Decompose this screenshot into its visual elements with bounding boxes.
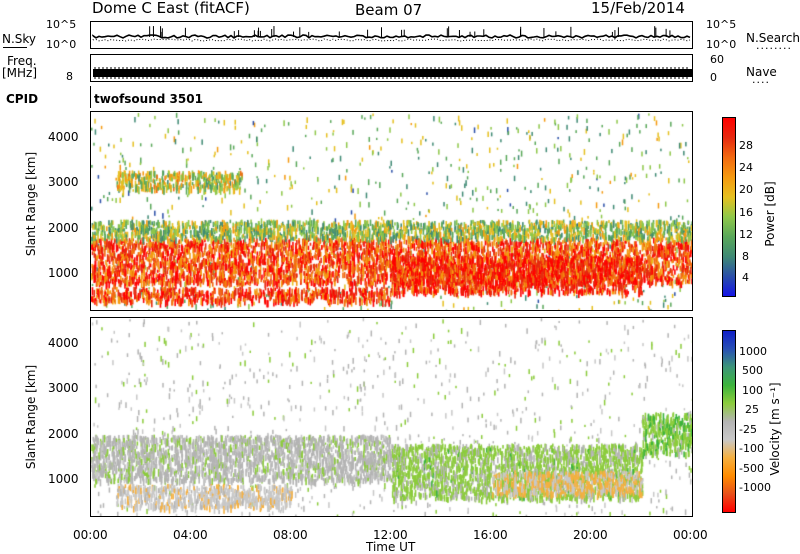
noise-left-tick-top: 10^5: [46, 18, 77, 31]
power-colorbar-label: Power [dB]: [763, 181, 777, 247]
xtick-4: 16:00: [473, 528, 508, 542]
nsky-label: N.Sky: [2, 32, 37, 46]
velocity-panel: [90, 317, 693, 517]
noise-sky-trace: [92, 34, 691, 39]
power-cbtick-28: 28: [739, 139, 753, 152]
cpid-marker: [90, 86, 91, 108]
xtick-3: 12:00: [373, 528, 408, 542]
power-cbtick-4: 4: [742, 271, 749, 284]
freq-left-tick: 8: [66, 70, 73, 83]
power-cbtick-16: 16: [739, 206, 753, 219]
noise-panel: [90, 21, 693, 49]
velocity-ytick-2000: 2000: [48, 427, 79, 441]
xtick-5: 20:00: [573, 528, 608, 542]
xtick-0: 00:00: [73, 528, 108, 542]
power-ytick-1000: 1000: [48, 266, 79, 280]
velocity-colorbar: [722, 330, 736, 513]
power-ytick-4000: 4000: [48, 130, 79, 144]
nave-band: [93, 69, 692, 77]
velocity-cbtick-m500: -500: [739, 462, 764, 475]
freq-panel: [90, 54, 693, 82]
freq-label-line1: Freq.: [7, 54, 37, 68]
power-ytick-2000: 2000: [48, 221, 79, 235]
nsearch-label: N.Search: [746, 31, 800, 45]
velocity-ytick-4000: 4000: [48, 336, 79, 350]
date-label: 15/Feb/2014: [591, 0, 685, 17]
power-ylabel: Slant Range [km]: [24, 151, 38, 257]
noise-spikes: [149, 26, 671, 37]
velocity-cbtick-m25: -25: [739, 423, 757, 436]
power-colorbar: [722, 117, 736, 297]
velocity-cbtick-25: 25: [745, 403, 759, 416]
power-cbtick-8: 8: [742, 250, 749, 263]
nave-dots: ....: [752, 73, 770, 86]
noise-left-tick-bottom: 10^0: [46, 38, 77, 51]
beam-label: Beam 07: [355, 1, 423, 19]
velocity-cbtick-m1000: -1000: [739, 481, 771, 494]
xtick-1: 04:00: [173, 528, 208, 542]
nave-tick-top: 60: [710, 53, 724, 66]
velocity-heatmap: [91, 318, 692, 516]
xaxis-label: Time UT: [366, 540, 416, 554]
power-cbtick-24: 24: [739, 161, 753, 174]
nave-tick-bottom: 0: [710, 71, 717, 84]
velocity-cbtick-500: 500: [742, 364, 763, 377]
velocity-cbtick-100: 100: [742, 384, 763, 397]
velocity-ylabel: Slant Range [km]: [24, 364, 38, 470]
xtick-2: 08:00: [273, 528, 308, 542]
velocity-ytick-1000: 1000: [48, 472, 79, 486]
freq-plot: [93, 67, 692, 79]
xtick-6: 00:00: [673, 528, 708, 542]
noise-right-tick-top: 10^5: [706, 18, 737, 31]
velocity-colorbar-label: Velocity [m s⁻¹]: [768, 382, 782, 476]
station-title: Dome C East (fitACF): [92, 0, 250, 17]
velocity-cbtick-1000: 1000: [739, 345, 767, 358]
nsearch-dots: ........: [756, 39, 792, 52]
power-panel: [90, 111, 693, 311]
power-cbtick-12: 12: [739, 228, 753, 241]
velocity-ytick-3000: 3000: [48, 381, 79, 395]
freq-label-line2: [MHz]: [2, 66, 38, 80]
noise-plot: [92, 26, 691, 42]
cpid-label: CPID: [6, 92, 39, 106]
nsky-underline: [3, 47, 27, 48]
noise-search-trace: [92, 38, 691, 42]
cpid-value: twofsound 3501: [94, 92, 203, 106]
nave-label: Nave: [746, 65, 777, 79]
power-ytick-3000: 3000: [48, 175, 79, 189]
noise-right-tick-bottom: 10^0: [706, 38, 737, 51]
power-heatmap: [91, 112, 692, 310]
velocity-cbtick-m100: -100: [739, 442, 764, 455]
power-cbtick-20: 20: [739, 183, 753, 196]
nave-ticks: [94, 67, 688, 79]
